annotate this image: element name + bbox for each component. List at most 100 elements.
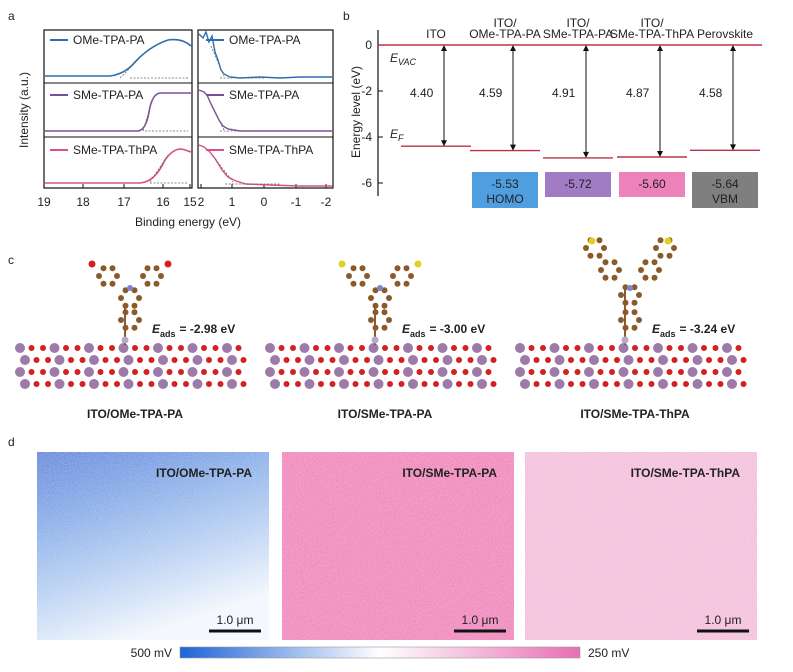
y-tick-label: 0: [365, 38, 372, 52]
atom: [683, 357, 689, 363]
e-sub: ads: [660, 329, 676, 339]
atom: [589, 355, 599, 365]
atom: [692, 379, 703, 389]
fermi-label: EF: [390, 127, 404, 143]
atom: [68, 357, 74, 363]
e-sub: ads: [410, 329, 426, 339]
atom: [283, 381, 290, 387]
panel-label: a: [8, 9, 15, 23]
atom: [192, 379, 203, 389]
atom: [622, 309, 629, 316]
atom: [618, 343, 629, 353]
atom: [97, 369, 104, 375]
atom: [554, 355, 565, 365]
x-tick-label: 17: [117, 195, 131, 209]
atom: [338, 260, 346, 268]
atom: [642, 274, 649, 281]
atom: [437, 343, 448, 353]
atom: [227, 379, 237, 389]
atom: [137, 381, 143, 387]
atom: [735, 345, 742, 351]
tangent: [210, 45, 225, 77]
atom: [631, 309, 638, 316]
atom: [433, 357, 439, 363]
atom: [657, 237, 664, 244]
atom: [740, 381, 747, 387]
atom: [656, 267, 662, 273]
atom: [123, 355, 134, 365]
atom: [131, 287, 138, 294]
atom: [118, 295, 124, 301]
legend-label: SMe-TPA-ThPA: [73, 143, 157, 157]
atom: [609, 369, 615, 375]
vac-label: EVAC: [390, 51, 417, 67]
tangent: [149, 154, 169, 183]
atom: [352, 357, 359, 363]
atom: [206, 357, 212, 363]
atom: [598, 267, 604, 273]
atom: [372, 302, 379, 309]
atom: [653, 245, 659, 251]
atom: [666, 252, 673, 259]
atom: [136, 317, 142, 323]
atom: [666, 369, 673, 375]
atom: [84, 343, 94, 353]
e-value: = -3.00 eV: [430, 322, 486, 336]
atom: [666, 345, 673, 351]
atom: [290, 345, 296, 351]
map-label: ITO/SMe-TPA-ThPA: [631, 466, 741, 480]
atom: [632, 345, 638, 351]
atom: [270, 355, 280, 365]
atom: [227, 355, 237, 365]
atom: [131, 302, 138, 309]
atom: [313, 345, 319, 351]
atom: [623, 355, 634, 365]
atom: [722, 343, 732, 353]
atom: [587, 252, 594, 259]
atom: [74, 369, 81, 375]
atom: [372, 309, 379, 316]
atom: [636, 317, 642, 323]
tangent: [212, 155, 234, 183]
atom: [477, 379, 487, 389]
atom: [602, 274, 609, 281]
atom: [201, 345, 207, 351]
column-label: ITO/: [640, 16, 664, 30]
tangent: [119, 59, 139, 79]
atom: [609, 345, 615, 351]
atom: [540, 345, 546, 351]
atom: [623, 379, 634, 389]
atom: [621, 336, 629, 344]
legend-label: SMe-TPA-PA: [229, 88, 299, 102]
atom: [114, 381, 120, 387]
atom: [421, 381, 428, 387]
atom: [49, 367, 60, 377]
legend-label: SMe-TPA-PA: [73, 88, 143, 102]
panel-label: d: [8, 435, 15, 449]
atom: [114, 273, 120, 279]
panel-label: b: [343, 9, 350, 23]
atom: [183, 381, 189, 387]
atom: [84, 367, 94, 377]
atom: [701, 369, 707, 375]
atom: [740, 357, 747, 363]
atom: [299, 343, 310, 353]
atom: [339, 379, 349, 389]
x-tick-label: 15: [183, 195, 197, 209]
atom: [490, 357, 497, 363]
atom: [678, 369, 684, 375]
column-label: SMe-TPA-ThPA: [610, 27, 694, 41]
atom: [15, 367, 25, 377]
atom: [183, 357, 189, 363]
atom: [313, 369, 319, 375]
e-main: E: [152, 322, 161, 336]
atom: [671, 245, 677, 251]
column-label: ITO/: [566, 16, 590, 30]
atom: [270, 379, 280, 389]
atom: [382, 369, 388, 375]
column-label: ITO: [426, 27, 446, 41]
atom: [658, 379, 668, 389]
atom: [100, 280, 107, 287]
atom: [235, 345, 242, 351]
